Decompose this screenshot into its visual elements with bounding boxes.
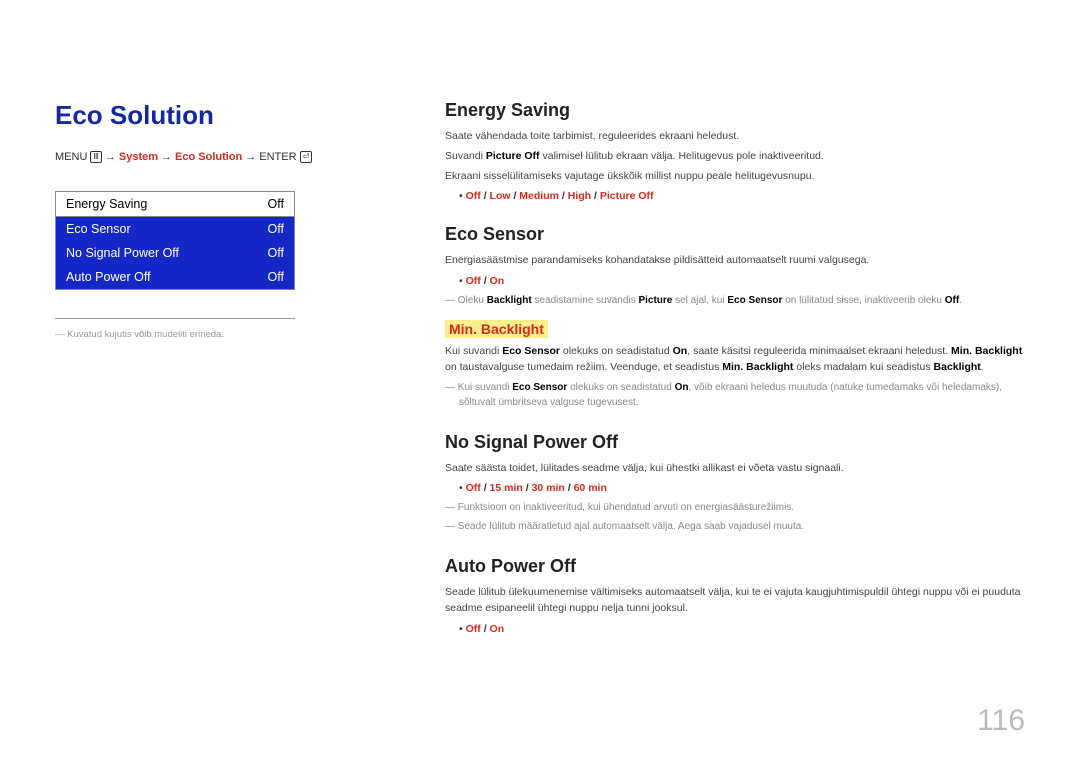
menu-row-sensor[interactable]: Eco Sensor Off [56,217,294,241]
sensor-p1: Energiasäästmise parandamiseks kohandata… [445,253,1025,269]
menu-row-nosignal[interactable]: No Signal Power Off Off [56,241,294,265]
heading-nosignal: No Signal Power Off [445,432,1025,453]
menu-label: Eco Sensor [66,222,131,236]
divider [55,318,295,319]
breadcrumb-enter: ENTER [259,151,296,163]
arrow-icon: → [161,151,172,163]
autopower-p1: Seade lülitub ülekuumenemise vältimiseks… [445,585,1025,617]
menu-row-autopower[interactable]: Auto Power Off Off [56,265,294,289]
energy-p3: Ekraani sisselülitamiseks vajutage ükskõ… [445,169,1025,185]
arrow-icon: → [245,151,256,163]
breadcrumb: MENU Ⅲ → System → Eco Solution → ENTER ⏎ [55,151,405,163]
menu-label: Auto Power Off [66,270,151,284]
breadcrumb-system: System [119,151,158,163]
sensor-options: Off / On [459,275,1025,287]
page-number: 116 [977,704,1025,738]
menu-panel: Energy Saving Off Eco Sensor Off No Sign… [55,191,295,290]
nosignal-p1: Saate säästa toidet, lülitades seadme vä… [445,461,1025,477]
menu-value: Off [268,197,284,211]
menu-icon: Ⅲ [90,151,102,163]
autopower-options: Off / On [459,623,1025,635]
menu-value: Off [268,246,284,260]
sensor-note2: Kui suvandi Eco Sensor olekuks on seadis… [445,380,1025,410]
menu-value: Off [268,222,284,236]
enter-icon: ⏎ [300,151,313,163]
menu-row-energy[interactable]: Energy Saving Off [56,192,294,217]
nosignal-note2: Seade lülitub määratletud ajal automaats… [445,519,1025,534]
energy-options: Off / Low / Medium / High / Picture Off [459,190,1025,202]
sensor-note1: Oleku Backlight seadistamine suvandis Pi… [445,293,1025,308]
energy-p2: Suvandi Picture Off valimisel lülitub ek… [445,149,1025,165]
footnote: Kuvatud kujutis võib mudeliti erineda. [55,329,405,340]
heading-sensor: Eco Sensor [445,224,1025,245]
sensor-p2: Kui suvandi Eco Sensor olekuks on seadis… [445,344,1025,376]
energy-p1: Saate vähendada toite tarbimist, regulee… [445,129,1025,145]
heading-autopower: Auto Power Off [445,556,1025,577]
menu-label: Energy Saving [66,197,147,211]
breadcrumb-eco: Eco Solution [175,151,242,163]
menu-label: No Signal Power Off [66,246,179,260]
arrow-icon: → [105,151,116,163]
nosignal-options: Off / 15 min / 30 min / 60 min [459,482,1025,494]
nosignal-note1: Funktsioon on inaktiveeritud, kui ühenda… [445,500,1025,515]
menu-value: Off [268,270,284,284]
heading-energy: Energy Saving [445,100,1025,121]
breadcrumb-menu: MENU [55,151,87,163]
page-title: Eco Solution [55,100,405,131]
heading-min-backlight: Min. Backlight [445,320,548,338]
